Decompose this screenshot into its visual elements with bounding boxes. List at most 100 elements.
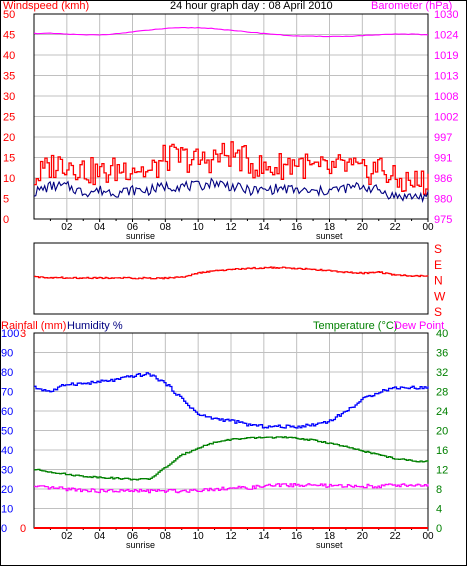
bottom-x-tick-label: 14 <box>258 531 270 542</box>
temperature-tick-label: 32 <box>436 367 448 379</box>
barometer-line <box>33 27 429 38</box>
top-x-tick-label: 02 <box>61 222 73 233</box>
bottom-x-tick-label: 10 <box>193 531 205 542</box>
sunset-label-bottom: sunset <box>316 540 343 550</box>
windspeed-axis-title: Windspeed (kmh) <box>3 0 90 12</box>
humidity-tick-label: 100 <box>1 328 19 340</box>
temperature-line <box>34 436 429 481</box>
windspeed-tick-label: 30 <box>3 91 15 103</box>
top-x-tick-label: 20 <box>357 222 369 233</box>
humidity-tick-label: 80 <box>1 367 13 379</box>
humidity-tick-label: 30 <box>1 465 13 477</box>
temperature-tick-label: 0 <box>436 523 442 535</box>
top-x-tick-label: 04 <box>94 222 106 233</box>
dewpoint-axis-title: Dew Point <box>394 320 445 332</box>
top-x-tick-label: 14 <box>258 222 270 233</box>
humidity-axis-title: Humidity % <box>67 320 123 332</box>
bottom-x-tick-label: 08 <box>160 531 172 542</box>
temperature-tick-label: 20 <box>436 426 448 438</box>
windspeed-tick-label: 35 <box>3 71 15 83</box>
rainfall-tick-label: 3 <box>20 328 26 340</box>
barometer-tick-label: 986 <box>434 173 452 185</box>
windspeed-tick-label: 5 <box>3 194 9 206</box>
sunset-label-top: sunset <box>316 231 343 241</box>
bottom-x-tick-label: 16 <box>291 531 303 542</box>
humidity-line <box>34 372 429 429</box>
wind-direction-line <box>34 266 429 280</box>
rainfall-tick-label: 0 <box>20 523 26 535</box>
chart-title: 24 hour graph day : 08 April 2010 <box>170 0 333 12</box>
barometer-tick-label: 997 <box>434 132 452 144</box>
top-x-tick-label: 12 <box>225 222 237 233</box>
top-x-tick-label: 22 <box>390 222 402 233</box>
windspeed-tick-label: 20 <box>3 132 15 144</box>
windspeed-tick-label: 10 <box>3 173 15 185</box>
barometer-tick-label: 980 <box>434 194 452 206</box>
barometer-tick-label: 1002 <box>434 112 458 124</box>
direction-tick-label: S <box>434 242 442 256</box>
rainfall-axis-title: Rainfall (mm) <box>1 320 67 332</box>
top-plot-frame <box>33 13 429 220</box>
windspeed-average-line <box>33 177 429 204</box>
temperature-tick-label: 28 <box>436 387 448 399</box>
dewpoint-line <box>34 483 429 494</box>
bottom-x-tick-label: 12 <box>225 531 237 542</box>
top-x-tick-label: 06 <box>127 222 139 233</box>
top-x-tick-label: 08 <box>160 222 172 233</box>
bottom-x-tick-label: 20 <box>357 531 369 542</box>
humidity-tick-label: 0 <box>1 523 7 535</box>
windspeed-tick-label: 45 <box>3 30 15 42</box>
temperature-tick-label: 4 <box>436 504 442 516</box>
barometer-tick-label: 975 <box>434 214 452 226</box>
temperature-axis-title: Temperature (°C) <box>313 320 398 332</box>
direction-plot-frame <box>33 242 429 315</box>
bottom-x-tick-label: 22 <box>390 531 402 542</box>
barometer-tick-label: 1030 <box>434 9 458 21</box>
humidity-tick-label: 60 <box>1 406 13 418</box>
humidity-tick-label: 40 <box>1 445 13 457</box>
barometer-tick-label: 991 <box>434 153 452 165</box>
barometer-tick-label: 1013 <box>434 71 458 83</box>
windspeed-gust-line <box>34 141 429 195</box>
humidity-tick-label: 20 <box>1 484 13 496</box>
windspeed-tick-label: 15 <box>3 153 15 165</box>
temperature-tick-label: 36 <box>436 348 448 360</box>
top-x-tick-label: 16 <box>291 222 303 233</box>
direction-tick-label: S <box>434 305 442 319</box>
direction-tick-label: N <box>434 274 443 288</box>
humidity-tick-label: 90 <box>1 348 13 360</box>
barometer-tick-label: 1024 <box>434 30 458 42</box>
humidity-tick-label: 70 <box>1 387 13 399</box>
windspeed-tick-label: 50 <box>3 9 15 21</box>
temperature-tick-label: 12 <box>436 465 448 477</box>
temperature-humidity-chart: 02 04 06 08 10 12 14 16 18 20 22 000102030405060708… <box>1 328 448 542</box>
bottom-x-tick-label: 00 <box>422 531 434 542</box>
bottom-x-tick-label: 02 <box>61 531 73 542</box>
windspeed-tick-label: 25 <box>3 112 15 124</box>
direction-tick-label: E <box>434 258 442 272</box>
temperature-tick-label: 16 <box>436 445 448 457</box>
sunrise-label-top: sunrise <box>126 231 156 241</box>
barometer-tick-label: 1008 <box>434 91 458 103</box>
bottom-x-tick-label: 04 <box>94 531 106 542</box>
humidity-tick-label: 10 <box>1 504 13 516</box>
temperature-tick-label: 40 <box>436 328 448 340</box>
top-x-tick-label: 00 <box>422 222 434 233</box>
windspeed-tick-label: 40 <box>3 50 15 62</box>
direction-tick-label: W <box>434 289 446 303</box>
windspeed-tick-label: 0 <box>3 214 9 226</box>
sunrise-label-bottom: sunrise <box>126 540 156 550</box>
temperature-tick-label: 8 <box>436 484 442 496</box>
bottom-x-tick-label: 18 <box>324 531 336 542</box>
top-x-tick-label: 18 <box>324 222 336 233</box>
bottom-x-tick-label: 06 <box>127 531 139 542</box>
humidity-tick-label: 50 <box>1 426 13 438</box>
top-x-tick-label: 10 <box>193 222 205 233</box>
wind-barometer-chart: 02 04 06 08 10 12 14 16 18 20 22 000510152025303540… <box>3 9 458 233</box>
barometer-tick-label: 1019 <box>434 50 458 62</box>
temperature-tick-label: 24 <box>436 406 448 418</box>
barometer-axis-title: Barometer (hPa) <box>371 0 453 12</box>
